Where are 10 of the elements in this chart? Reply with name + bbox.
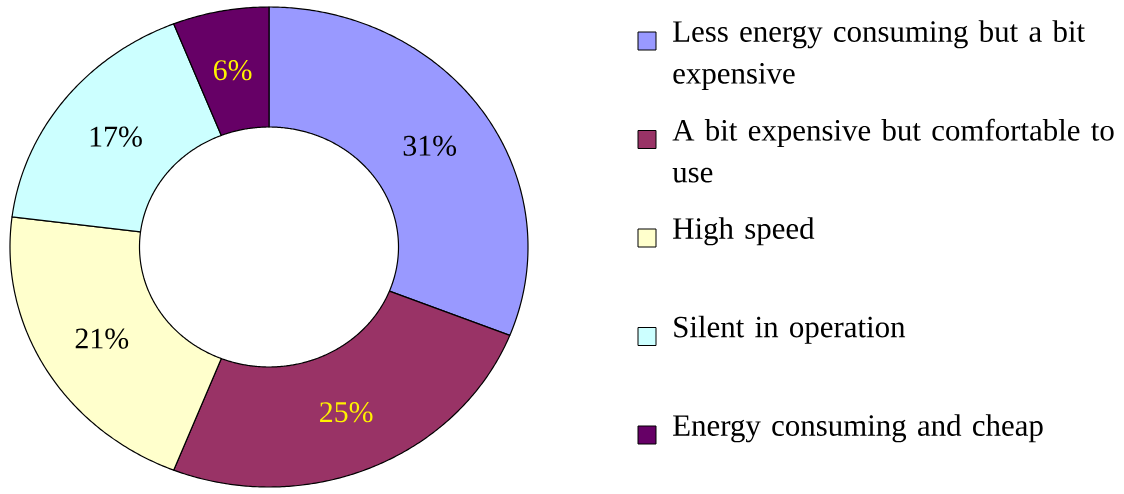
data-label: 6% — [213, 60, 252, 81]
legend-label: Less energy consuming but a bit expensive — [673, 20, 1085, 91]
legend-label: Silent in operation — [674, 315, 906, 344]
data-label: 21% — [75, 328, 129, 349]
data-label: 25% — [320, 402, 373, 423]
data-label: 31% — [403, 135, 457, 156]
data-label: 17% — [90, 126, 142, 147]
legend-label: Energy consuming and cheap — [673, 414, 1043, 443]
legend-label: A bit expensive but comfortable to use — [672, 118, 1114, 183]
legend-label: High speed — [673, 217, 815, 246]
